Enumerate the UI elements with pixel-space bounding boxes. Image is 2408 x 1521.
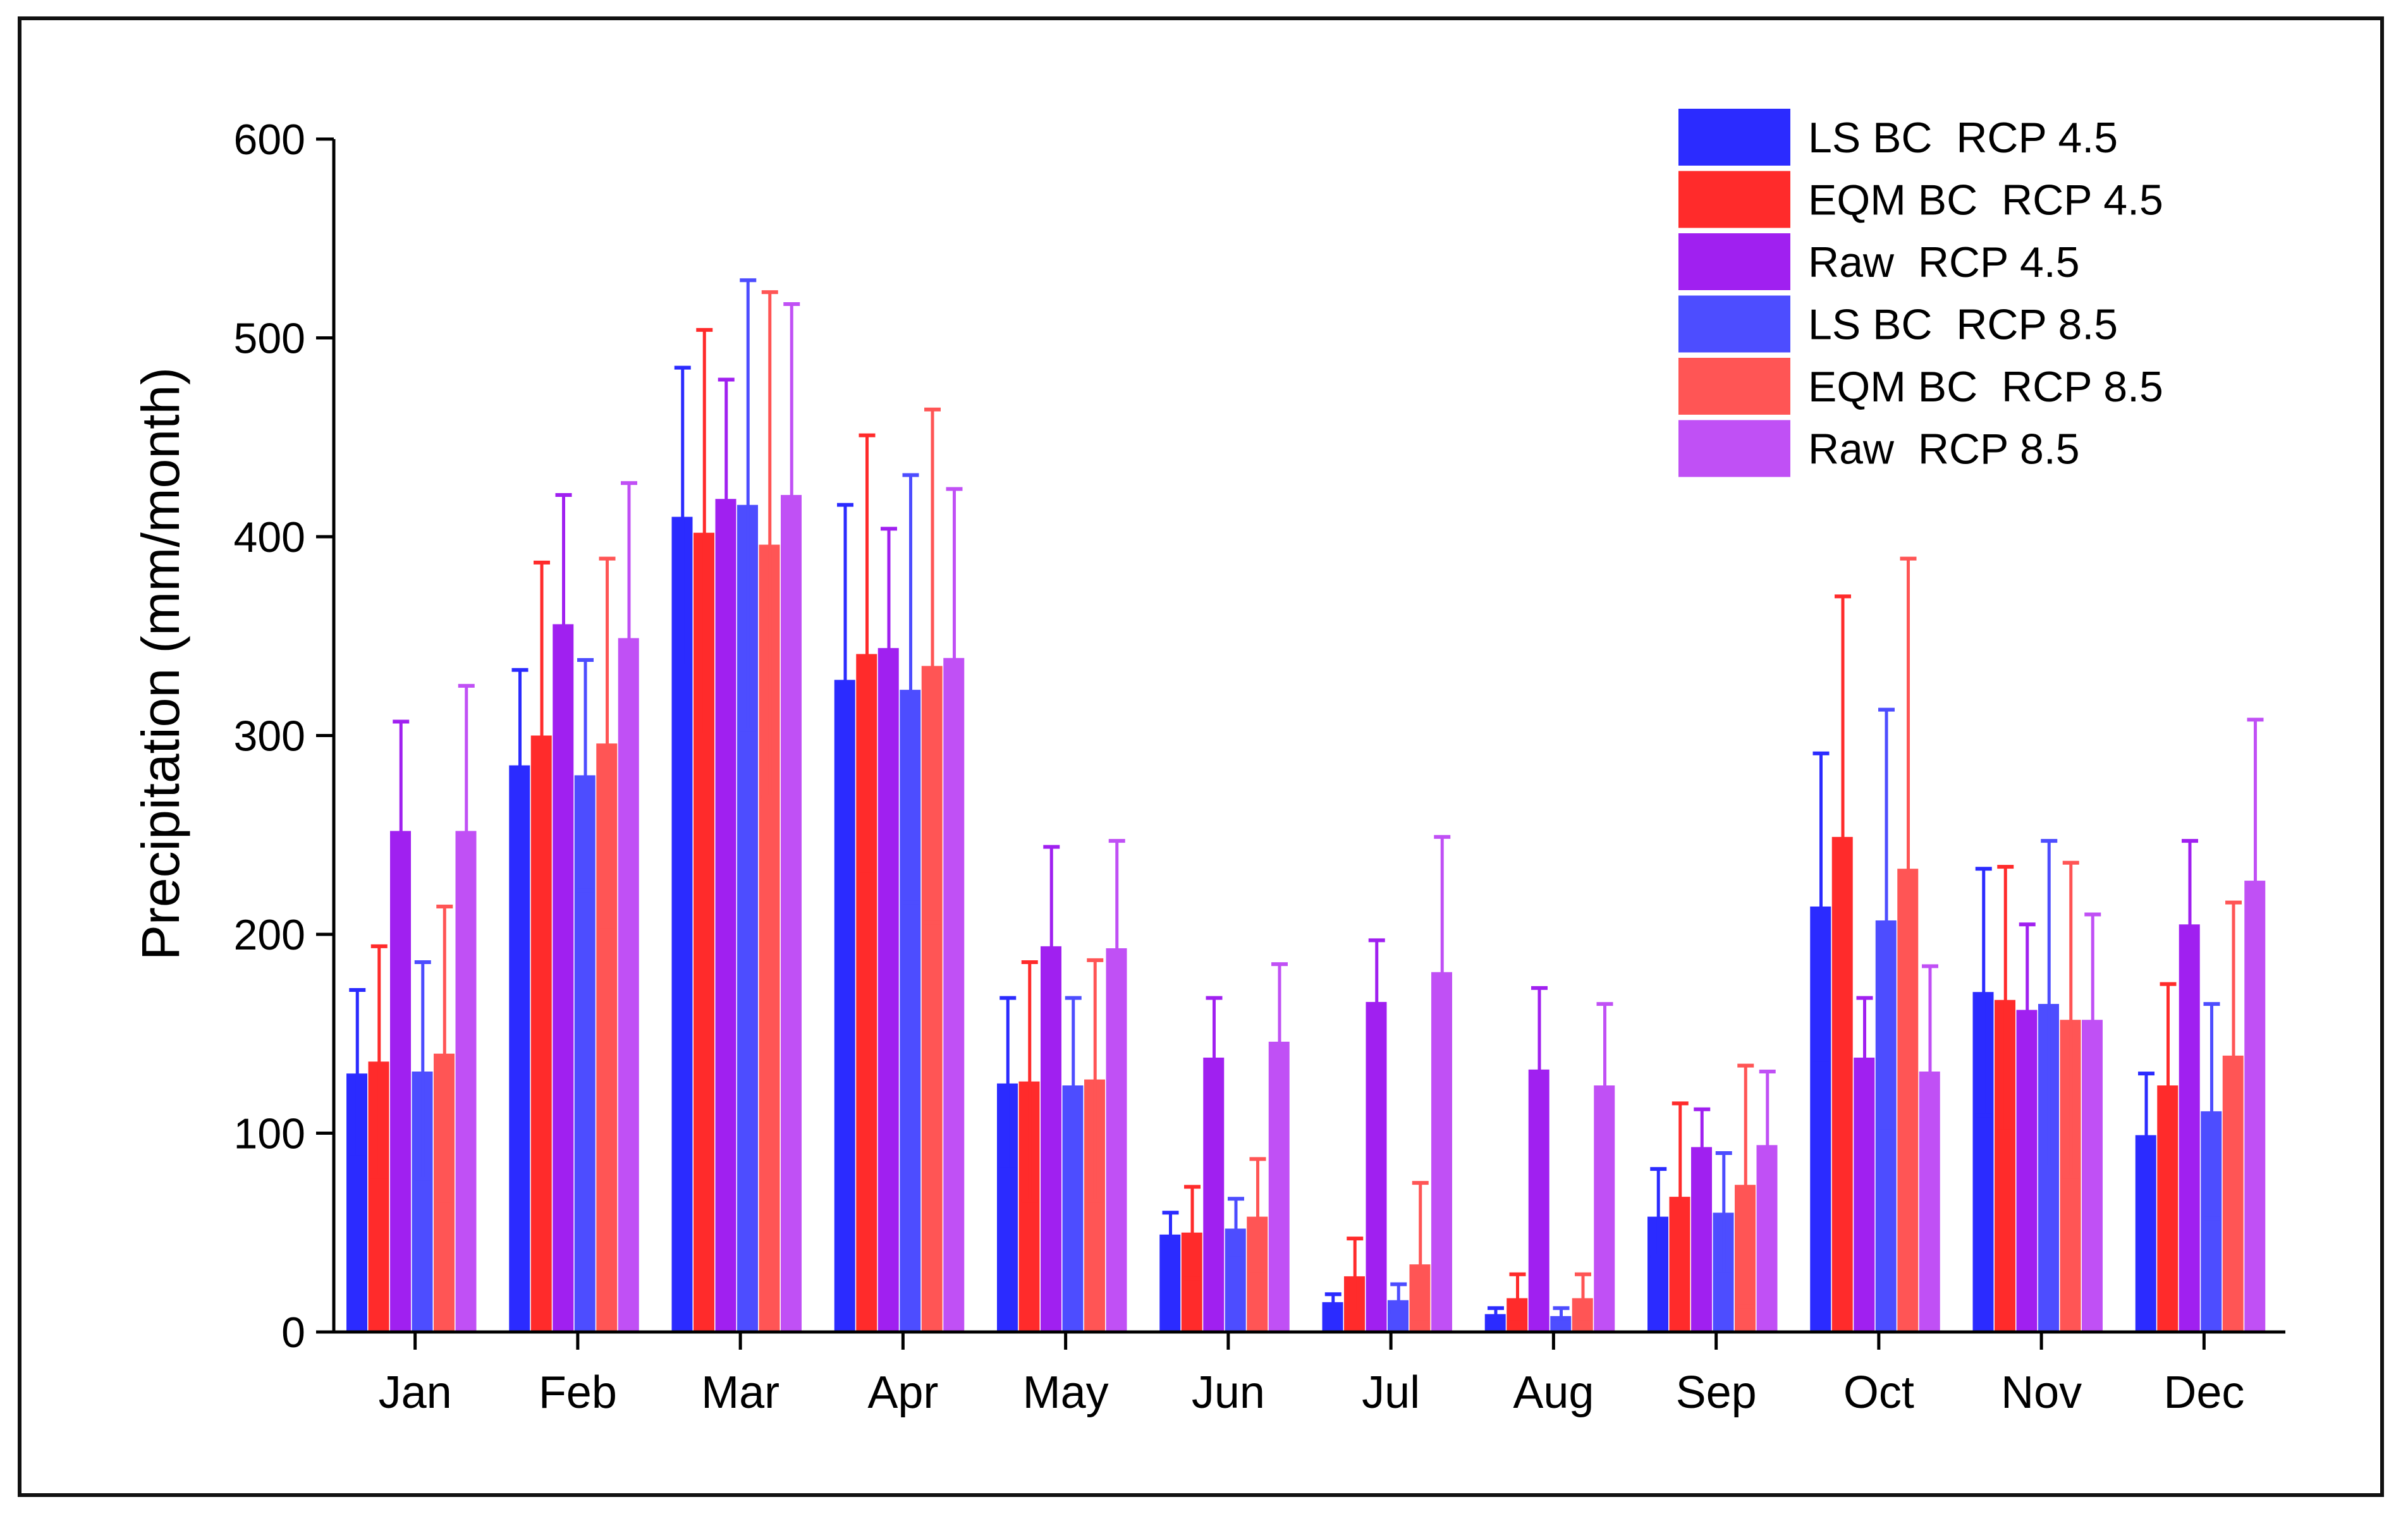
x-ticks: Jan Feb Mar Apr May Jun Jul Aug Sep Oct Nov Dec [379, 1332, 2244, 1418]
legend-swatch-eqm-bc-rcp-8-5 [1678, 358, 1790, 415]
y-tick-label: 500 [234, 315, 305, 363]
y-tick-label: 600 [234, 116, 305, 164]
legend-swatch-raw-rcp-4-5 [1678, 233, 1790, 290]
legend-label-ls-bc-rcp-8-5: LS BC RCP 8.5 [1808, 301, 2118, 349]
legend-swatch-ls-bc-rcp-4-5 [1678, 109, 1790, 166]
y-axis-title: Precipitation (mm/month) [131, 367, 190, 960]
x-tick-label: Jan [379, 1367, 452, 1418]
x-tick-label: May [1023, 1367, 1109, 1418]
x-tick-label: Jun [1192, 1367, 1265, 1418]
bars-layer [346, 494, 2266, 1333]
y-ticks: 0 100 200 300 400 500 600 [234, 116, 334, 1357]
x-tick-label: Feb [539, 1367, 617, 1418]
x-tick-label: Aug [1513, 1367, 1594, 1418]
legend-label-ls-bc-rcp-4-5: LS BC RCP 4.5 [1808, 114, 2118, 162]
x-tick-label: Mar [701, 1367, 779, 1418]
legend-label-eqm-bc-rcp-4-5: EQM BC RCP 4.5 [1808, 176, 2163, 224]
legend-swatch-ls-bc-rcp-8-5 [1678, 295, 1790, 353]
x-tick-label: Apr [867, 1367, 938, 1418]
legend-swatch-raw-rcp-8-5 [1678, 420, 1790, 477]
x-tick-label: Sep [1676, 1367, 1757, 1418]
y-tick-label: 300 [234, 712, 305, 760]
x-tick-label: Jul [1362, 1367, 1420, 1418]
y-tick-label: 0 [281, 1309, 305, 1357]
y-tick-label: 400 [234, 513, 305, 561]
x-tick-label: Oct [1843, 1367, 1914, 1418]
legend-label-raw-rcp-4-5: Raw RCP 4.5 [1808, 238, 2080, 286]
y-tick-label: 200 [234, 911, 305, 959]
legend: LS BC RCP 4.5 EQM BC RCP 4.5 Raw RCP 4.5 LS… [1678, 109, 2163, 477]
legend-label-raw-rcp-8-5: Raw RCP 8.5 [1808, 425, 2080, 473]
legend-swatch-eqm-bc-rcp-4-5 [1678, 171, 1790, 228]
x-tick-label: Nov [2001, 1367, 2082, 1418]
y-tick-label: 100 [234, 1110, 305, 1158]
bar-raw-rcp-4-5-mar [715, 499, 736, 1332]
legend-label-eqm-bc-rcp-8-5: EQM BC RCP 8.5 [1808, 363, 2163, 411]
x-tick-label: Dec [2163, 1367, 2244, 1418]
error-bars-layer [349, 278, 2264, 1324]
